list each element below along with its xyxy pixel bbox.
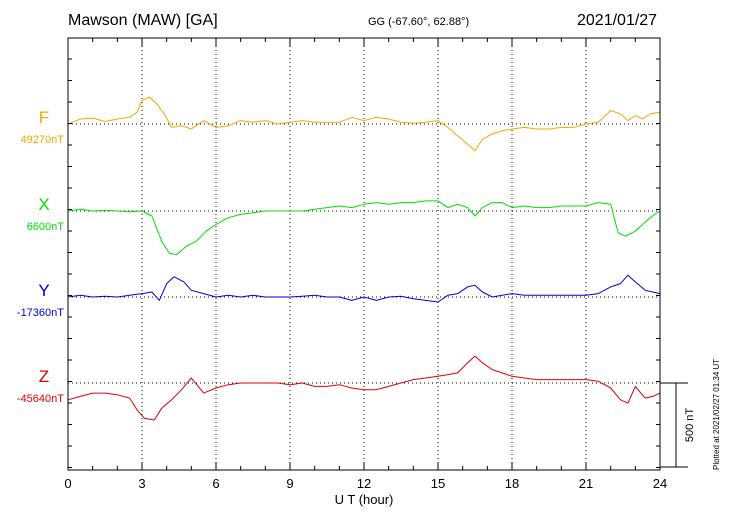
series-line-x: [67, 200, 661, 256]
x-tick-label: 21: [579, 476, 593, 491]
x-tick-label: 24: [653, 476, 667, 491]
series-name-y: Y: [38, 281, 49, 300]
scale-bar: 500 nT: [660, 382, 696, 468]
axis-labels: 0 3 6 9 12 15 18 21 24 U T (hour) F 49270nT X 6600nT Y…: [17, 108, 667, 507]
chart-title: Mawson (MAW) [GA]: [68, 12, 218, 29]
series-line-z: [67, 355, 661, 421]
series-line-y: [67, 274, 661, 303]
x-tick-label: 12: [357, 476, 371, 491]
grid: [68, 38, 660, 470]
series-baseline-y: -17360nT: [17, 307, 64, 319]
series-name-x: X: [38, 195, 49, 214]
x-tick-label: 9: [286, 476, 293, 491]
series-lines: [67, 96, 661, 421]
x-tick-label: 3: [138, 476, 145, 491]
x-tick-label: 6: [212, 476, 219, 491]
series-name-f: F: [39, 108, 49, 127]
chart-date: 2021/01/27: [577, 12, 658, 29]
x-tick-label: 18: [505, 476, 519, 491]
series-baseline-z: -45640nT: [17, 393, 64, 405]
axis-ticks: [67, 38, 661, 470]
series-baseline-f: 49270nT: [21, 134, 65, 146]
series-baseline-x: 6600nT: [27, 221, 65, 233]
x-axis-label: U T (hour): [335, 492, 394, 507]
scale-bar-label: 500 nT: [684, 408, 696, 443]
station-coordinates: GG (-67.60°, 62.88°): [368, 16, 470, 28]
x-tick-label: 15: [431, 476, 445, 491]
series-name-z: Z: [39, 367, 49, 386]
series-line-f: [67, 96, 661, 152]
x-tick-label: 0: [64, 476, 71, 491]
